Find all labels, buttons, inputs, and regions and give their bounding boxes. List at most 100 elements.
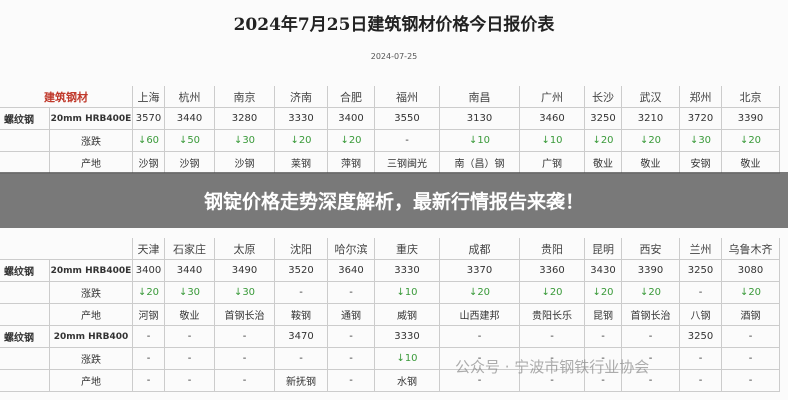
- price-cell: 萍钢: [328, 152, 375, 174]
- price-cell: -: [440, 370, 520, 392]
- price-cell: 通钢: [328, 304, 375, 326]
- price-cell: 沙钢: [133, 152, 165, 174]
- city-header: 沈阳: [275, 238, 328, 260]
- price-cell: 3210: [622, 108, 680, 130]
- price-cell: -: [215, 326, 275, 348]
- corner: 建筑钢材: [0, 86, 133, 108]
- price-cell: 3400: [328, 108, 375, 130]
- price-cell: 威钢: [375, 304, 440, 326]
- price-cell: 安钢: [680, 152, 722, 174]
- price-cell: 3640: [328, 260, 375, 282]
- row-label: [0, 348, 50, 370]
- price-cell: ↓20: [275, 130, 328, 152]
- price-cell: 3460: [520, 108, 585, 130]
- price-cell: -: [275, 348, 328, 370]
- city-header: 重庆: [375, 238, 440, 260]
- city-header: 兰州: [680, 238, 722, 260]
- price-cell: -: [520, 326, 585, 348]
- price-cell: 3280: [215, 108, 275, 130]
- banner: 钢锭价格走势深度解析，最新行情报告来袭！: [0, 172, 788, 228]
- row-label: [0, 130, 50, 152]
- price-cell: -: [722, 370, 780, 392]
- price-cell: -: [215, 370, 275, 392]
- price-cell: -: [722, 326, 780, 348]
- city-header: 合肥: [328, 86, 375, 108]
- price-cell: 3250: [680, 260, 722, 282]
- price-cell: -: [133, 326, 165, 348]
- price-cell: 首钢长治: [215, 304, 275, 326]
- price-cell: ↓20: [585, 130, 622, 152]
- city-header: 杭州: [165, 86, 215, 108]
- price-cell: -: [520, 348, 585, 370]
- price-cell: 3330: [375, 260, 440, 282]
- price-cell: ↓30: [680, 130, 722, 152]
- price-cell: -: [165, 348, 215, 370]
- price-cell: 莱钢: [275, 152, 328, 174]
- row-label: [0, 304, 50, 326]
- price-cell: 3330: [375, 326, 440, 348]
- price-cell: ↓10: [440, 130, 520, 152]
- city-header: 哈尔滨: [328, 238, 375, 260]
- row-label: [0, 370, 50, 392]
- price-cell: 首钢长治: [622, 304, 680, 326]
- price-cell: ↓30: [215, 130, 275, 152]
- price-cell: 沙钢: [215, 152, 275, 174]
- price-cell: -: [165, 370, 215, 392]
- price-cell: ↓30: [165, 282, 215, 304]
- city-header: 广州: [520, 86, 585, 108]
- price-cell: 八钢: [680, 304, 722, 326]
- price-cell: 3520: [275, 260, 328, 282]
- city-header: 天津: [133, 238, 165, 260]
- price-cell: 3370: [440, 260, 520, 282]
- price-cell: -: [585, 326, 622, 348]
- price-cell: ↓20: [133, 282, 165, 304]
- price-cell: -: [275, 282, 328, 304]
- price-cell: 广钢: [520, 152, 585, 174]
- city-header: 西安: [622, 238, 680, 260]
- row-name: 产地: [50, 370, 133, 392]
- price-cell: 3570: [133, 108, 165, 130]
- price-cell: ↓10: [375, 348, 440, 370]
- price-cell: 贵阳长乐: [520, 304, 585, 326]
- price-cell: 敬业: [165, 304, 215, 326]
- price-cell: ↓10: [375, 282, 440, 304]
- price-cell: -: [622, 348, 680, 370]
- row-name: 涨跌: [50, 348, 133, 370]
- price-cell: 3430: [585, 260, 622, 282]
- product: 螺纹钢: [0, 260, 50, 282]
- spec: 20mm HRB400: [50, 326, 133, 348]
- row-name: 涨跌: [50, 282, 133, 304]
- price-cell: -: [622, 370, 680, 392]
- price-cell: -: [215, 348, 275, 370]
- city-header: 乌鲁木齐: [722, 238, 780, 260]
- price-cell: ↓20: [622, 282, 680, 304]
- price-cell: 3490: [215, 260, 275, 282]
- city-header: 福州: [375, 86, 440, 108]
- price-cell: 3330: [275, 108, 328, 130]
- price-cell: 3470: [275, 326, 328, 348]
- product: 螺纹钢: [0, 326, 50, 348]
- price-cell: ↓10: [520, 130, 585, 152]
- price-cell: 3440: [165, 260, 215, 282]
- price-cell: ↓20: [520, 282, 585, 304]
- price-cell: 3720: [680, 108, 722, 130]
- spec: 20mm HRB400E: [50, 260, 133, 282]
- price-cell: 3080: [722, 260, 780, 282]
- price-cell: ↓50: [165, 130, 215, 152]
- city-header: 昆明: [585, 238, 622, 260]
- price-cell: 敬业: [622, 152, 680, 174]
- price-cell: ↓20: [722, 130, 780, 152]
- price-cell: ↓20: [440, 282, 520, 304]
- product: 螺纹钢: [0, 108, 50, 130]
- price-cell: 3250: [585, 108, 622, 130]
- city-header: 南昌: [440, 86, 520, 108]
- price-cell: 3400: [133, 260, 165, 282]
- price-cell: 3360: [520, 260, 585, 282]
- date: 2024-07-25: [370, 52, 418, 61]
- city-header: 贵阳: [520, 238, 585, 260]
- price-cell: 3130: [440, 108, 520, 130]
- city-header: 长沙: [585, 86, 622, 108]
- row-name: 产地: [50, 152, 133, 174]
- price-cell: -: [328, 348, 375, 370]
